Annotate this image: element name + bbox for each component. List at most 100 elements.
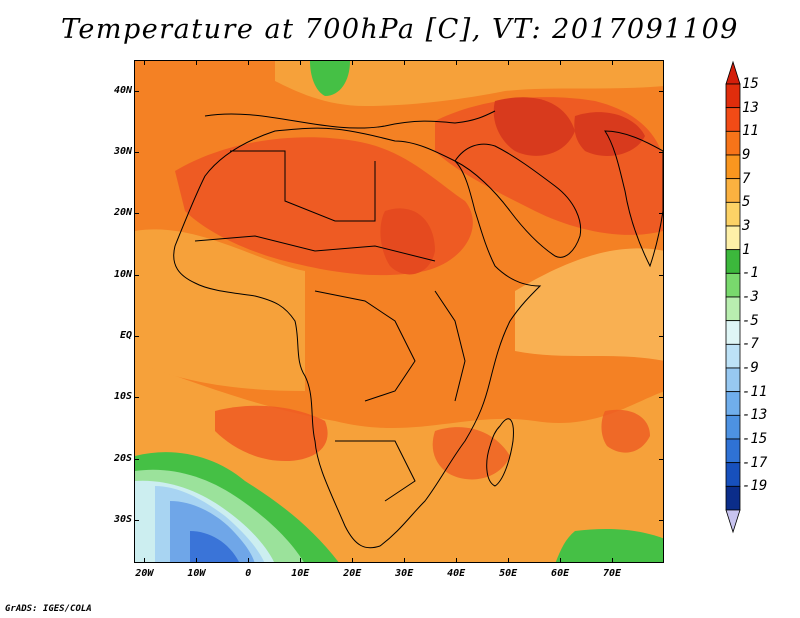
colorbar-segment — [725, 391, 741, 416]
lon-tick-mark — [248, 558, 250, 563]
lat-tick-label: 40N — [113, 84, 132, 96]
colorbar-segment — [725, 130, 741, 156]
lat-tick-label: 10S — [113, 391, 132, 403]
colorbar-segment — [725, 178, 741, 203]
lat-tick-mark — [659, 397, 664, 399]
colorbar-segment — [725, 225, 741, 251]
lat-tick-mark — [134, 336, 139, 338]
lat-tick-mark — [659, 152, 664, 153]
lon-tick-label: 20E — [343, 568, 362, 579]
lon-tick-label: 10W — [187, 568, 206, 579]
lon-tick-mark — [404, 60, 406, 65]
lon-tick-label: 0 — [245, 568, 252, 579]
colorbar-level-label: 5 — [742, 194, 751, 211]
colorbar-level-label: 9 — [742, 147, 751, 163]
lon-tick-mark — [352, 558, 354, 563]
colorbar-bottom-arrow — [725, 509, 741, 534]
lat-tick-mark — [659, 213, 664, 215]
colorbar-segment — [725, 201, 741, 227]
colorbar-segment — [725, 343, 741, 369]
field-iran-very-hot — [493, 97, 575, 156]
colorbar-segment — [725, 296, 741, 322]
lat-tick-label: 20N — [113, 207, 132, 219]
lon-tick-mark — [196, 60, 198, 65]
colorbar-level-label: -1 — [742, 265, 759, 282]
lon-tick-label: 50E — [499, 568, 518, 579]
colorbar-level-label: 7 — [742, 170, 751, 187]
coast-india — [604, 130, 663, 268]
lat-tick-mark — [659, 274, 664, 276]
temperature-map — [135, 61, 663, 562]
colorbar-segment — [725, 367, 741, 393]
lat-tick-mark — [134, 152, 139, 153]
colorbar-level-label: 15 — [742, 76, 759, 92]
colorbar-level-label: -7 — [742, 336, 759, 353]
lat-tick-mark — [659, 520, 664, 522]
lon-tick-mark — [560, 558, 562, 563]
colorbar-segment — [725, 320, 741, 345]
field-italy-green — [310, 61, 350, 96]
colorbar — [725, 60, 741, 534]
field-east-band — [515, 248, 663, 361]
colorbar-segment — [725, 249, 741, 274]
field-cold-deep-blue — [190, 531, 239, 562]
lat-tick-mark — [134, 213, 139, 215]
field-angola-hot — [215, 405, 328, 461]
lat-tick-mark — [134, 458, 139, 460]
field-iran-very-hot-2 — [574, 112, 645, 156]
lon-tick-mark — [456, 60, 458, 65]
lon-tick-mark — [300, 558, 302, 563]
field-indian-ocean-hot — [601, 409, 650, 453]
lat-tick-mark — [659, 336, 664, 338]
colorbar-level-label: 1 — [742, 241, 751, 258]
lat-tick-label: 30S — [113, 514, 132, 526]
colorbar-segment — [725, 438, 741, 464]
colorbar-segment — [725, 107, 741, 132]
border-n-africa — [230, 150, 376, 222]
footer-credit: GrADS: IGES/COLA — [5, 604, 92, 614]
field-mozambique-hot — [432, 427, 510, 480]
colorbar-level-label: 11 — [742, 123, 759, 140]
lon-tick-mark — [612, 60, 614, 65]
lat-tick-mark — [659, 458, 664, 460]
map-frame — [134, 60, 664, 563]
colorbar-level-label: -19 — [742, 478, 768, 495]
colorbar-segment — [725, 83, 741, 109]
lon-tick-mark — [248, 60, 250, 65]
colorbar-segment — [725, 414, 741, 440]
colorbar-segment — [725, 485, 741, 511]
lon-tick-label: 10E — [291, 568, 310, 579]
colorbar-level-label: 13 — [742, 99, 759, 116]
lon-tick-label: 30E — [395, 568, 414, 579]
lon-tick-label: 60E — [551, 568, 570, 579]
lon-tick-mark — [560, 60, 562, 65]
field-se-green — [555, 529, 663, 562]
colorbar-level-label: -17 — [742, 454, 768, 471]
colorbar-level-label: -15 — [742, 431, 768, 447]
lat-tick-label: 10N — [113, 268, 132, 280]
lon-tick-mark — [508, 60, 510, 65]
lat-tick-mark — [134, 90, 139, 92]
colorbar-level-label: 3 — [742, 218, 751, 234]
lon-tick-mark — [456, 558, 458, 563]
field-mediterranean — [275, 61, 663, 106]
lat-tick-label: 20S — [113, 452, 132, 464]
border-east — [434, 290, 466, 402]
border-south — [335, 440, 416, 502]
lon-tick-mark — [196, 558, 198, 563]
lon-tick-mark — [352, 60, 354, 65]
border-central — [314, 290, 416, 402]
colorbar-level-label: -9 — [742, 360, 759, 376]
lon-tick-mark — [612, 558, 614, 563]
lon-tick-mark — [300, 60, 302, 65]
colorbar-segment — [725, 154, 741, 180]
lat-tick-mark — [134, 520, 139, 522]
lat-tick-label: 30N — [113, 146, 132, 157]
chart-title: Temperature at 700hPa [C], VT: 201709110… — [61, 14, 739, 45]
colorbar-level-label: -11 — [742, 383, 768, 400]
lon-tick-label: 20W — [135, 568, 154, 579]
coast-arabia — [454, 143, 582, 258]
colorbar-level-label: -3 — [742, 289, 759, 305]
lat-tick-mark — [134, 274, 139, 276]
colorbar-level-label: -13 — [742, 407, 768, 424]
